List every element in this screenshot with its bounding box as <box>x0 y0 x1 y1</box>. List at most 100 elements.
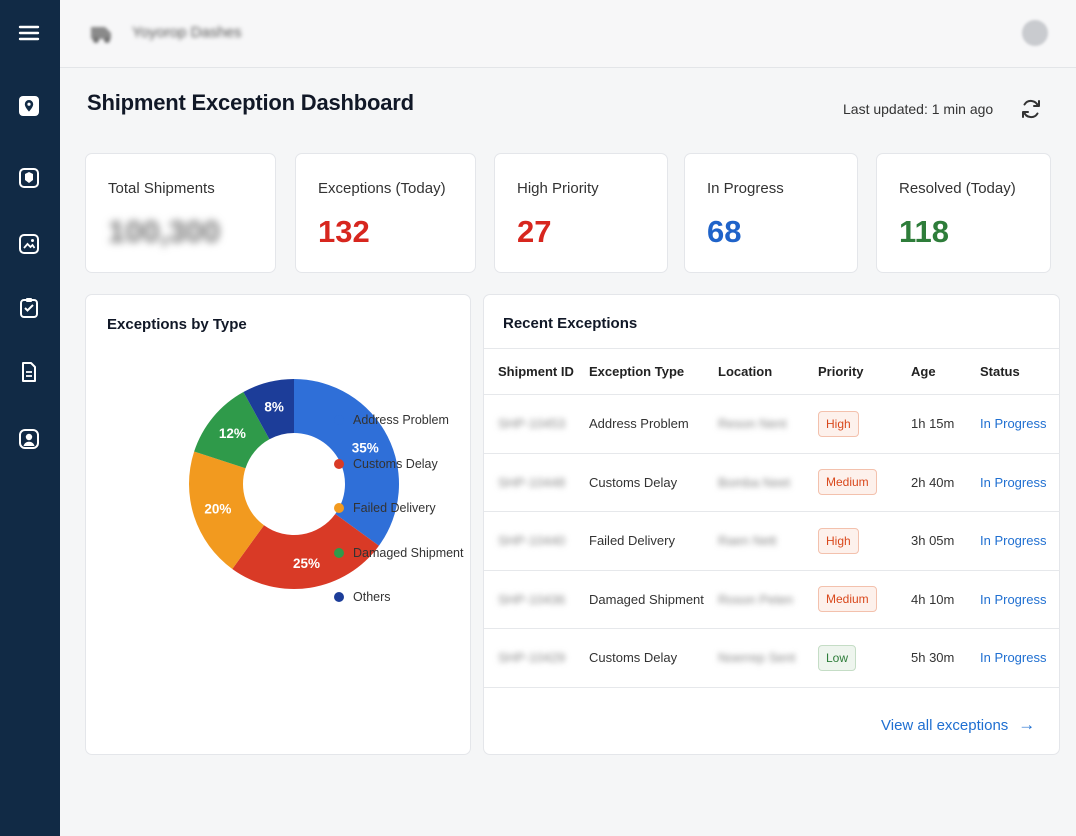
refresh-button[interactable] <box>1018 96 1044 122</box>
kpi-card-resolved-today: Resolved (Today) 118 <box>876 153 1051 273</box>
kpi-value: 132 <box>318 214 370 249</box>
column-header-age[interactable]: Age <box>905 348 970 395</box>
donut-slice-others[interactable] <box>243 379 294 440</box>
legend-label: Others <box>353 590 391 604</box>
column-header-priority[interactable]: Priority <box>813 348 905 395</box>
donut-slice-failed-delivery[interactable] <box>189 451 265 569</box>
status-link[interactable]: In Progress <box>980 533 1047 549</box>
legend-swatch <box>334 548 344 558</box>
last-updated-text: Last updated: 1 min ago <box>843 101 994 117</box>
location-cell: Raen Nett <box>718 533 777 549</box>
package-icon <box>19 168 39 188</box>
exception-type-cell: Failed Delivery <box>589 533 675 549</box>
column-header-status[interactable]: Status <box>970 348 1060 395</box>
exception-type-cell: Customs Delay <box>589 650 678 666</box>
hamburger-icon[interactable] <box>14 18 44 48</box>
legend-label: Failed Delivery <box>353 501 436 515</box>
priority-badge: Low <box>818 644 857 671</box>
table-row[interactable]: SHP-10453 Address Problem Reson Nent High 1h… <box>484 394 1060 454</box>
exceptions-table: Shipment ID Exception Type Location Prio… <box>484 348 1060 688</box>
arrow-right-icon: → <box>1018 715 1036 734</box>
top-bar: Yoyorop Dashes <box>60 0 1076 68</box>
age-cell: 4h 10m <box>911 591 955 607</box>
sidebar <box>0 0 60 836</box>
sidebar-item-exceptions[interactable] <box>14 229 44 259</box>
priority-badge: High <box>818 410 859 437</box>
exception-type-cell: Customs Delay <box>589 474 678 490</box>
column-header-exception-type[interactable]: Exception Type <box>589 348 718 395</box>
legend-item[interactable]: Others <box>334 588 391 606</box>
sidebar-item-shipments[interactable] <box>14 163 44 193</box>
legend-swatch <box>334 415 344 425</box>
legend-item[interactable]: Customs Delay <box>334 455 438 473</box>
kpi-label: High Priority <box>517 180 599 197</box>
exception-type-cell: Damaged Shipment <box>589 591 704 607</box>
donut-chart: 35% 25% 20% 12% 8% <box>189 379 399 589</box>
donut-slice-address-problem[interactable] <box>294 379 399 546</box>
shipment-id-cell[interactable]: SHP-10440 <box>498 533 566 549</box>
table-row[interactable]: SHP-10440 Failed Delivery Raen Nett High 3h … <box>484 511 1060 571</box>
view-all-exceptions-link[interactable]: View all exceptions → <box>881 715 1035 735</box>
table-title: Recent Exceptions <box>503 315 638 332</box>
age-cell: 3h 05m <box>911 533 955 549</box>
brand-name: Yoyorop Dashes <box>132 24 242 41</box>
table-row[interactable]: SHP-10429 Customs Delay Noerrep Sent Low 5h … <box>484 628 1060 688</box>
legend-swatch <box>334 459 344 469</box>
legend-swatch <box>334 503 344 513</box>
shipment-id-cell[interactable]: SHP-10429 <box>498 650 566 666</box>
location-cell: Roson Peten <box>718 591 794 607</box>
sidebar-item-documents[interactable] <box>14 357 44 387</box>
donut-slice-damaged-shipment[interactable] <box>194 391 270 469</box>
kpi-label: Resolved (Today) <box>899 180 1016 197</box>
user-icon <box>19 429 39 449</box>
column-header-shipment-id[interactable]: Shipment ID <box>484 348 589 395</box>
legend-item[interactable]: Failed Delivery <box>334 499 436 517</box>
kpi-card-total-shipments: Total Shipments 100,300 <box>85 153 276 273</box>
status-link[interactable]: In Progress <box>980 474 1047 490</box>
table-row[interactable]: SHP-10436 Damaged Shipment Roson Peten Medi… <box>484 570 1060 629</box>
priority-badge: High <box>818 527 859 554</box>
kpi-card-high-priority: High Priority 27 <box>494 153 668 273</box>
exception-type-cell: Address Problem <box>589 416 689 432</box>
age-cell: 2h 40m <box>911 474 955 490</box>
image-icon <box>19 234 39 254</box>
legend-item[interactable]: Address Problem <box>334 411 449 429</box>
kpi-label: In Progress <box>707 180 784 197</box>
shipment-id-cell[interactable]: SHP-10448 <box>498 474 566 490</box>
donut-slice-customs-delay[interactable] <box>232 513 379 589</box>
kpi-label: Exceptions (Today) <box>318 180 446 197</box>
location-cell: Noerrep Sent <box>718 650 796 666</box>
age-cell: 5h 30m <box>911 650 955 666</box>
shipment-id-cell[interactable]: SHP-10453 <box>498 416 566 432</box>
status-link[interactable]: In Progress <box>980 650 1047 666</box>
slice-percent-label: 12% <box>219 426 246 441</box>
legend-label: Address Problem <box>353 413 449 427</box>
kpi-value: 27 <box>517 214 552 249</box>
location-pin-icon <box>19 96 39 116</box>
column-header-location[interactable]: Location <box>718 348 813 395</box>
user-avatar[interactable] <box>1022 20 1048 46</box>
kpi-value: 68 <box>707 214 742 249</box>
recent-exceptions-panel: Recent Exceptions Shipment ID Exception … <box>483 294 1060 755</box>
sidebar-item-dashboard[interactable] <box>14 91 44 121</box>
legend-label: Customs Delay <box>353 457 438 471</box>
sidebar-item-reports[interactable] <box>14 293 44 323</box>
view-all-label: View all exceptions <box>881 716 1009 734</box>
kpi-value: 100,300 <box>108 214 221 249</box>
shipment-id-cell[interactable]: SHP-10436 <box>498 591 566 607</box>
legend-label: Damaged Shipment <box>353 546 464 560</box>
chart-title: Exceptions by Type <box>107 316 247 333</box>
sidebar-item-users[interactable] <box>14 424 44 454</box>
slice-percent-label: 8% <box>264 400 284 415</box>
legend-item[interactable]: Damaged Shipment <box>334 544 463 562</box>
exceptions-by-type-panel: Exceptions by Type 35% 25% 20% 12% 8% Addres… <box>85 294 471 755</box>
table-row[interactable]: SHP-10448 Customs Delay Bomba Neet Medium 2h… <box>484 453 1060 512</box>
refresh-icon <box>1022 99 1040 119</box>
legend-swatch <box>334 592 344 602</box>
status-link[interactable]: In Progress <box>980 416 1047 432</box>
slice-percent-label: 25% <box>293 556 320 571</box>
status-link[interactable]: In Progress <box>980 591 1047 607</box>
priority-badge: Medium <box>818 586 877 613</box>
clipboard-icon <box>20 298 38 318</box>
location-cell: Bomba Neet <box>718 474 791 490</box>
